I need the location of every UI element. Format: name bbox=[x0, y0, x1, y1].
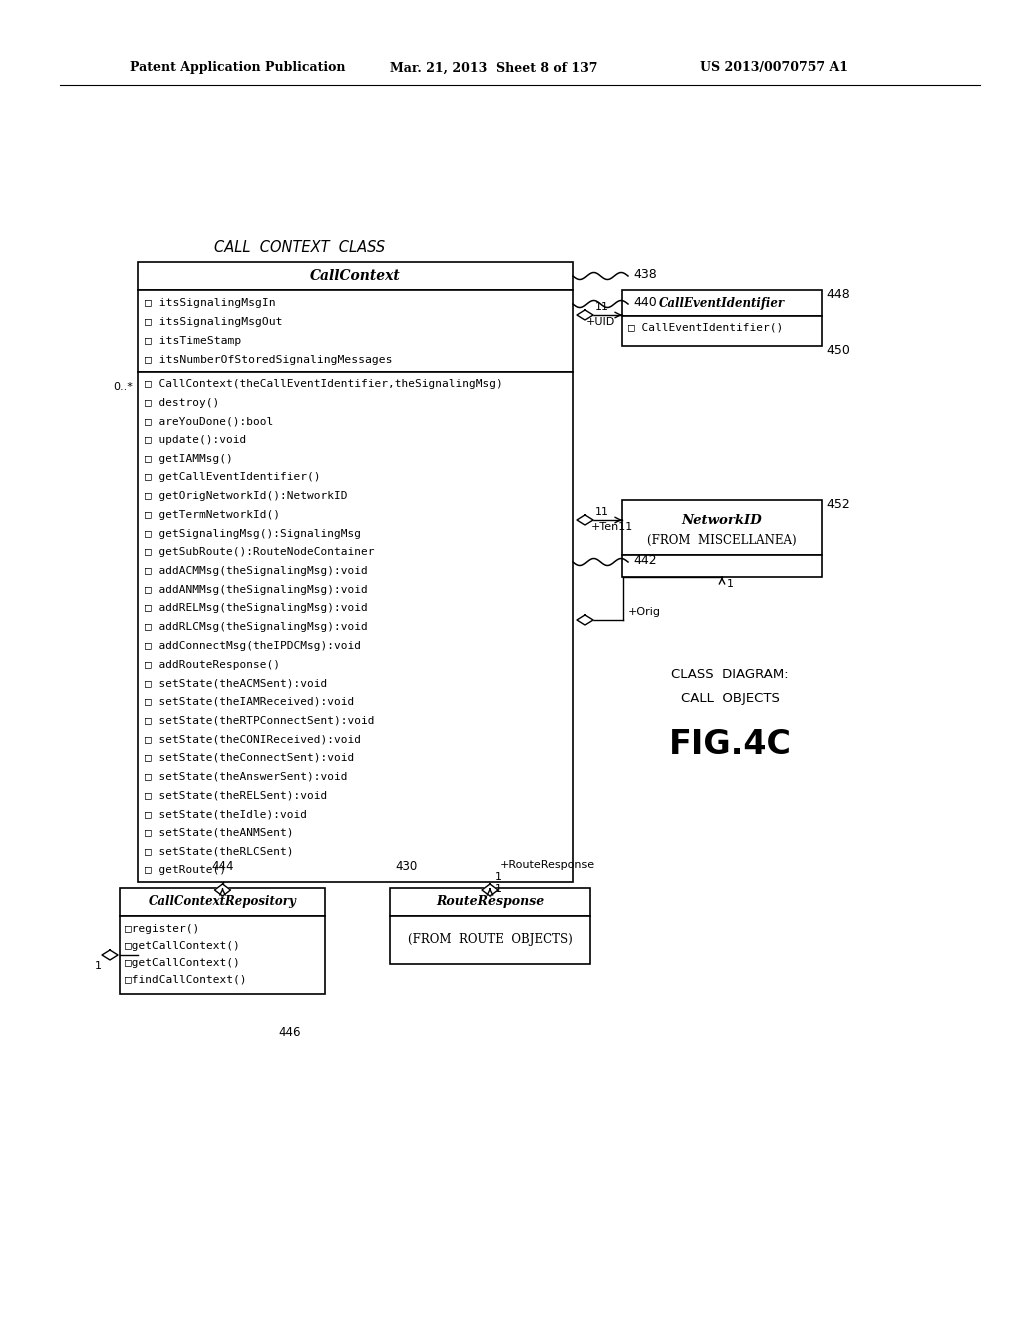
Text: □ getTermNetworkId(): □ getTermNetworkId() bbox=[145, 510, 280, 520]
Text: □ getSubRoute():RouteNodeContainer: □ getSubRoute():RouteNodeContainer bbox=[145, 548, 375, 557]
Bar bbox=[138, 372, 573, 882]
Text: 450: 450 bbox=[826, 345, 850, 356]
Text: CallEventIdentifier: CallEventIdentifier bbox=[658, 297, 785, 309]
Text: □ areYouDone():bool: □ areYouDone():bool bbox=[145, 416, 273, 426]
Text: □ addConnectMsg(theIPDCMsg):void: □ addConnectMsg(theIPDCMsg):void bbox=[145, 640, 361, 651]
Text: 446: 446 bbox=[279, 1026, 301, 1039]
Text: 1: 1 bbox=[495, 884, 502, 894]
Bar bbox=[138, 261, 573, 290]
Text: □ addRouteResponse(): □ addRouteResponse() bbox=[145, 660, 280, 669]
Text: □ addRELMsg(theSignalingMsg):void: □ addRELMsg(theSignalingMsg):void bbox=[145, 603, 368, 614]
Text: □ itsSignalingMsgIn: □ itsSignalingMsgIn bbox=[145, 298, 275, 308]
Text: □ CallEventIdentifier(): □ CallEventIdentifier() bbox=[628, 323, 783, 333]
Text: □getCallContext(): □getCallContext() bbox=[125, 958, 240, 968]
Text: 452: 452 bbox=[826, 498, 850, 511]
Bar bbox=[390, 916, 590, 964]
Text: □ setState(theConnectSent):void: □ setState(theConnectSent):void bbox=[145, 752, 354, 763]
Text: US 2013/0070757 A1: US 2013/0070757 A1 bbox=[700, 62, 848, 74]
Bar bbox=[390, 888, 590, 916]
Text: 1: 1 bbox=[94, 961, 101, 972]
Text: FIG.4C: FIG.4C bbox=[669, 729, 792, 762]
Bar bbox=[120, 888, 325, 916]
Bar bbox=[138, 290, 573, 372]
Text: □ setState(theRLCSent): □ setState(theRLCSent) bbox=[145, 846, 294, 857]
Text: □ destroy(): □ destroy() bbox=[145, 397, 219, 408]
Text: +Ten11: +Ten11 bbox=[591, 521, 633, 532]
Text: □ setState(theRELSent):void: □ setState(theRELSent):void bbox=[145, 791, 328, 800]
Text: 1: 1 bbox=[595, 507, 602, 517]
Polygon shape bbox=[577, 515, 593, 525]
Text: □ getSignalingMsg():SignalingMsg: □ getSignalingMsg():SignalingMsg bbox=[145, 528, 361, 539]
Text: 442: 442 bbox=[633, 554, 656, 568]
Text: CALL  CONTEXT  CLASS: CALL CONTEXT CLASS bbox=[214, 240, 386, 256]
Text: □ setState(theIAMReceived):void: □ setState(theIAMReceived):void bbox=[145, 697, 354, 708]
Text: □getCallContext(): □getCallContext() bbox=[125, 941, 240, 950]
Text: 1: 1 bbox=[495, 873, 502, 882]
Text: 0..*: 0..* bbox=[113, 381, 133, 392]
Text: 1: 1 bbox=[727, 579, 734, 589]
Text: □ CallContext(theCallEventIdentifier,theSignalingMsg): □ CallContext(theCallEventIdentifier,the… bbox=[145, 379, 503, 389]
Text: CallContextRepository: CallContextRepository bbox=[148, 895, 296, 908]
Text: □ itsTimeStamp: □ itsTimeStamp bbox=[145, 337, 242, 346]
Text: □ itsNumberOfStoredSignalingMessages: □ itsNumberOfStoredSignalingMessages bbox=[145, 355, 392, 366]
Text: □findCallContext(): □findCallContext() bbox=[125, 975, 247, 985]
Text: 444: 444 bbox=[211, 861, 233, 873]
Bar bbox=[120, 916, 325, 994]
Text: □ getOrigNetworkId():NetworkID: □ getOrigNetworkId():NetworkID bbox=[145, 491, 347, 502]
Bar bbox=[622, 554, 822, 577]
Polygon shape bbox=[577, 615, 593, 624]
Text: +RouteResponse: +RouteResponse bbox=[500, 861, 595, 870]
Text: 438: 438 bbox=[633, 268, 656, 281]
Polygon shape bbox=[214, 884, 230, 896]
Text: □ setState(theCONIReceived):void: □ setState(theCONIReceived):void bbox=[145, 734, 361, 744]
Text: 440: 440 bbox=[633, 296, 656, 309]
Text: □ getRoute(): □ getRoute() bbox=[145, 865, 226, 875]
Text: Mar. 21, 2013  Sheet 8 of 137: Mar. 21, 2013 Sheet 8 of 137 bbox=[390, 62, 597, 74]
Text: CallContext: CallContext bbox=[310, 269, 400, 282]
Bar bbox=[622, 500, 822, 554]
Text: □ getCallEventIdentifier(): □ getCallEventIdentifier() bbox=[145, 473, 321, 483]
Text: 1: 1 bbox=[600, 507, 607, 517]
Text: 1: 1 bbox=[600, 302, 607, 312]
Text: □ setState(theAnswerSent):void: □ setState(theAnswerSent):void bbox=[145, 772, 347, 781]
Bar bbox=[622, 315, 822, 346]
Text: □ addANMMsg(theSignalingMsg):void: □ addANMMsg(theSignalingMsg):void bbox=[145, 585, 368, 595]
Text: Patent Application Publication: Patent Application Publication bbox=[130, 62, 345, 74]
Text: (FROM  MISCELLANEA): (FROM MISCELLANEA) bbox=[647, 533, 797, 546]
Text: □ setState(theANMSent): □ setState(theANMSent) bbox=[145, 828, 294, 838]
Text: □ update():void: □ update():void bbox=[145, 436, 246, 445]
Text: CALL  OBJECTS: CALL OBJECTS bbox=[681, 692, 779, 705]
Text: □ addACMMsg(theSignalingMsg):void: □ addACMMsg(theSignalingMsg):void bbox=[145, 566, 368, 576]
Text: RouteResponse: RouteResponse bbox=[436, 895, 544, 908]
Text: CLASS  DIAGRAM:: CLASS DIAGRAM: bbox=[671, 668, 788, 681]
Text: (FROM  ROUTE  OBJECTS): (FROM ROUTE OBJECTS) bbox=[408, 933, 572, 946]
Bar bbox=[622, 290, 822, 315]
Text: +Orig: +Orig bbox=[628, 607, 662, 616]
Text: □ setState(theACMSent):void: □ setState(theACMSent):void bbox=[145, 678, 328, 688]
Polygon shape bbox=[482, 884, 498, 896]
Text: □ getIAMMsg(): □ getIAMMsg() bbox=[145, 454, 232, 463]
Text: □register(): □register() bbox=[125, 924, 200, 935]
Polygon shape bbox=[577, 310, 593, 319]
Text: +UID: +UID bbox=[586, 317, 614, 327]
Text: 1: 1 bbox=[595, 302, 602, 312]
Text: 430: 430 bbox=[395, 861, 417, 873]
Text: NetworkID: NetworkID bbox=[682, 513, 763, 527]
Polygon shape bbox=[102, 950, 118, 960]
Text: □ itsSignalingMsgOut: □ itsSignalingMsgOut bbox=[145, 317, 283, 327]
Text: 448: 448 bbox=[826, 288, 850, 301]
Text: □ setState(theRTPConnectSent):void: □ setState(theRTPConnectSent):void bbox=[145, 715, 375, 726]
Text: □ addRLCMsg(theSignalingMsg):void: □ addRLCMsg(theSignalingMsg):void bbox=[145, 622, 368, 632]
Text: □ setState(theIdle):void: □ setState(theIdle):void bbox=[145, 809, 307, 820]
